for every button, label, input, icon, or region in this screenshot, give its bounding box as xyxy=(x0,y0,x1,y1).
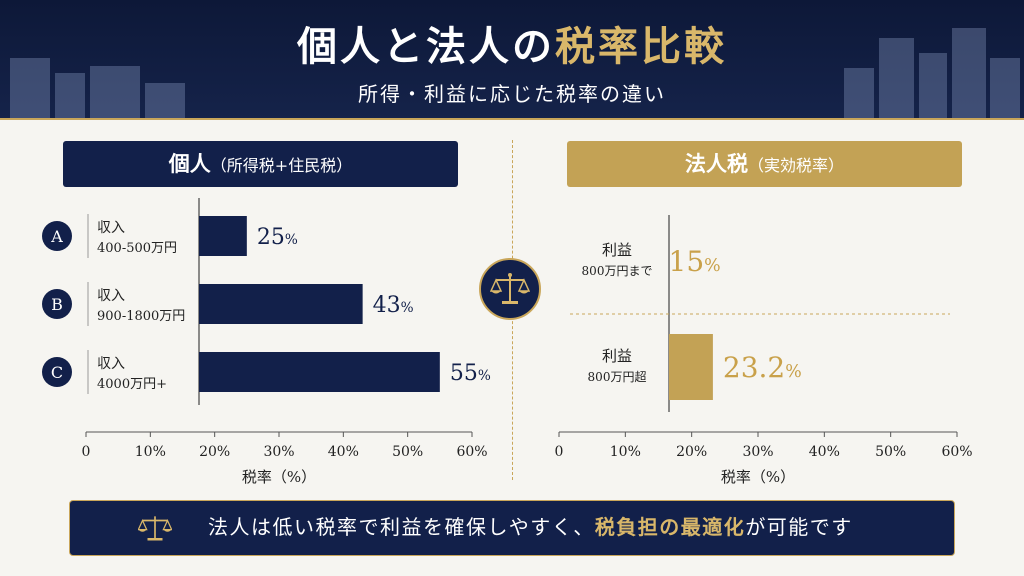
individual-category-label-line2: 4000万円+ xyxy=(97,377,167,392)
individual-category-badge xyxy=(42,221,72,251)
skyline-right-decoration xyxy=(844,28,1020,118)
corporate-category-label-line1: 利益 xyxy=(602,241,632,259)
individual-category-label-line1: 収入 xyxy=(97,220,125,236)
header-banner: 個人と法人の税率比較 所得・利益に応じた税率の違い xyxy=(0,0,1024,120)
corporate-tick-label: 20% xyxy=(676,444,707,460)
corporate-category-label-line2: 800万円超 xyxy=(588,369,647,384)
individual-x-axis-label: 税率（%） xyxy=(242,468,316,486)
individual-tick-label: 20% xyxy=(199,444,230,460)
individual-category-badge xyxy=(42,357,72,387)
individual-value-label: 25% xyxy=(257,225,298,250)
corporate-x-axis-label: 税率（%） xyxy=(721,468,795,486)
scale-badge xyxy=(479,258,541,320)
individual-category-badge-letter: A xyxy=(50,227,63,246)
corporate-category-label-line1: 利益 xyxy=(602,347,632,365)
balance-scale-icon xyxy=(490,273,530,304)
corporate-panel-title: 法人税 xyxy=(684,151,748,176)
individual-category-badge xyxy=(42,289,72,319)
balance-scale-icon xyxy=(138,516,172,541)
individual-value-label: 43% xyxy=(373,293,414,318)
individual-bar xyxy=(199,352,440,392)
individual-category-label-line2: 900-1800万円 xyxy=(97,309,185,324)
individual-bar xyxy=(199,216,247,256)
conclusion-highlight: 税負担の最適化 xyxy=(594,515,746,539)
corporate-tick-label: 10% xyxy=(610,444,641,460)
corporate-panel-header: 法人税（実効税率） xyxy=(567,141,962,187)
corporate-tick-label: 40% xyxy=(809,444,840,460)
individual-tick-label: 10% xyxy=(135,444,166,460)
individual-category-badge-letter: C xyxy=(51,363,63,382)
corporate-tick-label: 60% xyxy=(941,444,972,460)
individual-tick-label: 30% xyxy=(263,444,294,460)
corporate-tick-label: 0 xyxy=(555,444,564,460)
corporate-panel-subtitle: （実効税率） xyxy=(747,156,844,175)
page-subtitle: 所得・利益に応じた税率の違い xyxy=(358,82,666,106)
individual-panel-title: 個人 xyxy=(168,151,211,176)
individual-tick-label: 50% xyxy=(392,444,423,460)
corporate-tick-label: 50% xyxy=(875,444,906,460)
individual-category-label-line1: 収入 xyxy=(97,288,125,304)
individual-tick-label: 0 xyxy=(82,444,91,460)
conclusion-banner: 法人は低い税率で利益を確保しやすく、税負担の最適化が可能です xyxy=(69,500,955,556)
individual-category-label-line1: 収入 xyxy=(97,356,125,372)
individual-tick-label: 40% xyxy=(328,444,359,460)
individual-value-label: 55% xyxy=(450,361,491,386)
corporate-value-label: 23.2% xyxy=(723,351,802,384)
individual-category-label-line2: 400-500万円 xyxy=(97,241,177,256)
header-divider xyxy=(0,118,1024,120)
page-title: 個人と法人の税率比較 xyxy=(297,23,727,70)
corporate-value-label: 15% xyxy=(669,245,721,278)
individual-category-badge-letter: B xyxy=(51,295,63,314)
corporate-tick-label: 30% xyxy=(742,444,773,460)
individual-tick-label: 60% xyxy=(456,444,487,460)
individual-panel-subtitle: （所得税+住民税） xyxy=(210,156,353,175)
skyline-left-decoration xyxy=(10,58,185,118)
conclusion-text: 法人は低い税率で利益を確保しやすく、税負担の最適化が可能です xyxy=(208,515,853,539)
individual-panel-header: 個人（所得税+住民税） xyxy=(63,141,458,187)
corporate-bar xyxy=(669,334,713,400)
corporate-category-label-line2: 800万円まで xyxy=(582,264,653,278)
individual-bar xyxy=(199,284,363,324)
